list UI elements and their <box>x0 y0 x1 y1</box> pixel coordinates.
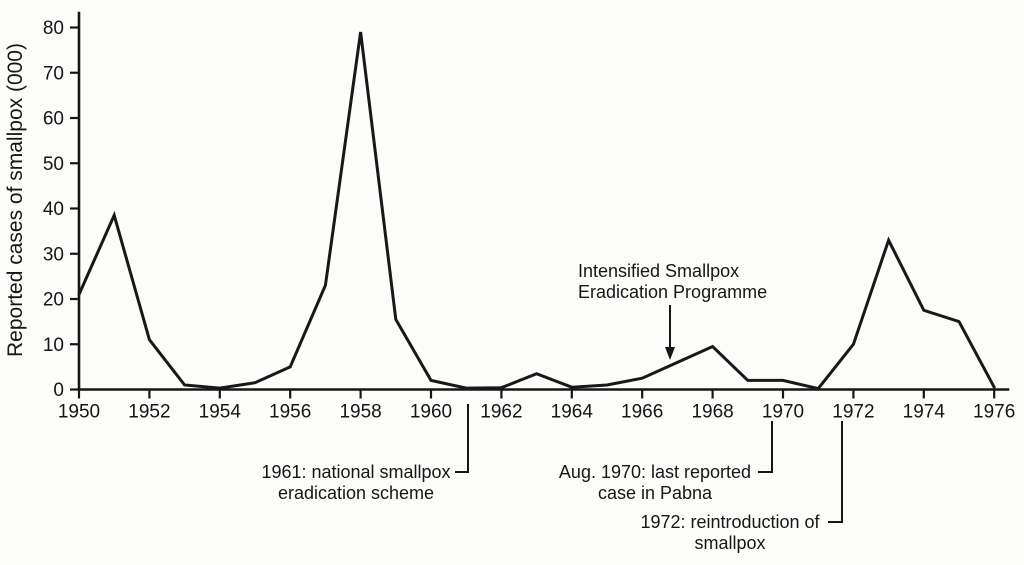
x-tick-label: 1970 <box>762 402 804 423</box>
x-tick-label: 1960 <box>410 402 452 423</box>
smallpox-cases-line <box>77 31 996 391</box>
x-tick-label: 1954 <box>199 402 242 423</box>
connector-1972 <box>828 421 843 523</box>
y-axis-ticks: 0 10 20 30 40 50 60 70 80 <box>43 18 79 401</box>
annotation-1972-line2: smallpox <box>694 533 765 553</box>
y-tick-label: 60 <box>43 109 64 130</box>
x-tick-label: 1958 <box>339 402 381 423</box>
y-tick-label: 30 <box>43 244 64 265</box>
x-tick-label: 1952 <box>128 402 170 423</box>
annotation-1961-line2: eradication scheme <box>278 483 434 503</box>
down-arrow-head-icon <box>665 347 675 360</box>
x-tick-label: 1956 <box>269 402 311 423</box>
y-tick-label: 50 <box>43 154 64 175</box>
y-tick-label: 10 <box>43 335 64 356</box>
annotation-1970-line2: case in Pabna <box>598 483 713 503</box>
x-tick-label: 1976 <box>973 402 1015 423</box>
annotation-1961-line1: 1961: national smallpox <box>261 462 450 482</box>
y-tick-label: 80 <box>43 18 64 39</box>
connector-1970 <box>758 421 773 473</box>
x-tick-label: 1962 <box>480 402 522 423</box>
x-tick-label: 1968 <box>691 402 733 423</box>
connector-1961 <box>455 404 469 473</box>
y-axis-title: Reported cases of smallpox (000) <box>4 43 27 357</box>
x-tick-label: 1966 <box>621 402 663 423</box>
annotation-1970-pabna: Aug. 1970: last reported case in Pabna <box>559 421 773 503</box>
annotation-1972-reintroduction: 1972: reintroduction of smallpox <box>640 421 843 553</box>
annotation-intensified-programme: Intensified Smallpox Eradication Program… <box>578 261 767 360</box>
x-tick-label: 1950 <box>58 402 100 423</box>
annotation-1972-line1: 1972: reintroduction of <box>640 512 820 532</box>
y-tick-label: 0 <box>53 380 64 401</box>
annotation-intensified-line2: Eradication Programme <box>578 282 767 302</box>
y-tick-label: 70 <box>43 63 64 84</box>
x-tick-label: 1964 <box>551 402 594 423</box>
annotation-intensified-line1: Intensified Smallpox <box>578 261 739 281</box>
x-tick-label: 1974 <box>903 402 946 423</box>
annotation-1961-scheme: 1961: national smallpox eradication sche… <box>261 404 469 503</box>
y-tick-label: 40 <box>43 199 64 220</box>
y-tick-label: 20 <box>43 290 64 311</box>
x-axis-ticks: 1950 1952 1954 1956 1958 1960 1962 1964 1966 1968… <box>58 389 1015 423</box>
x-tick-label: 1972 <box>832 402 874 423</box>
annotation-1970-line1: Aug. 1970: last reported <box>559 462 751 482</box>
